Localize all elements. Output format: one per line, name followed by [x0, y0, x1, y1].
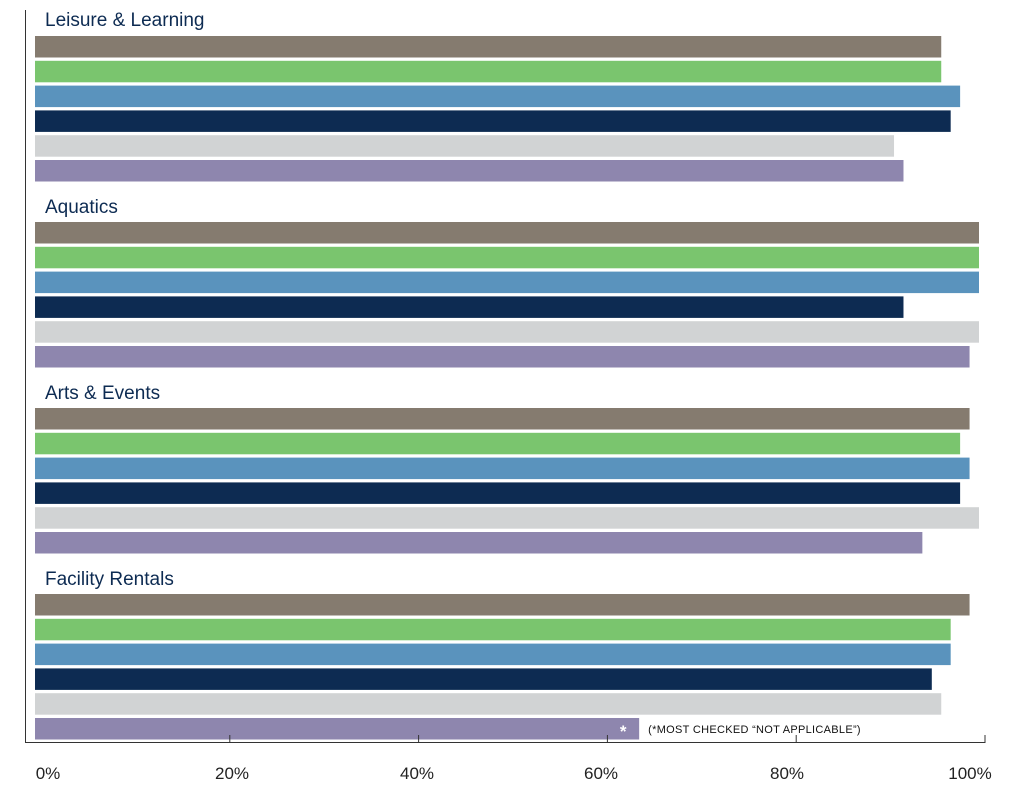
- bar: [35, 296, 904, 318]
- bar: [35, 246, 979, 269]
- bar: [35, 532, 923, 554]
- group-labels-layer: Leisure & Learning Aquatics Arts & Events F…: [45, 10, 205, 590]
- x-tick-label: 20%: [215, 764, 249, 783]
- bar: [35, 135, 895, 157]
- group-label: Leisure & Learning: [45, 10, 205, 31]
- bars-layer: [35, 36, 979, 740]
- bar: [35, 693, 942, 715]
- bar: [35, 85, 961, 108]
- x-tick-label: 60%: [584, 764, 618, 783]
- bar: [35, 507, 979, 529]
- group-label: Arts & Events: [45, 383, 160, 404]
- x-tick-label: 80%: [770, 764, 804, 783]
- annotation-text: (*MOST CHECKED “NOT APPLICABLE”): [648, 724, 861, 736]
- bar: [35, 643, 951, 666]
- bar: [35, 346, 970, 368]
- x-axis: 0% 20% 40% 60% 80% 100%: [25, 10, 992, 783]
- bar: [35, 668, 932, 690]
- annotation-layer: * (*MOST CHECKED “NOT APPLICABLE”): [620, 722, 861, 741]
- x-tick-label: 0%: [36, 764, 61, 783]
- group-label: Aquatics: [45, 197, 118, 218]
- bar: [35, 408, 970, 430]
- bar: [35, 321, 979, 343]
- bar: [35, 457, 970, 480]
- bar: [35, 718, 640, 740]
- bar: [35, 271, 979, 294]
- x-tick-label: 100%: [948, 764, 991, 783]
- x-tick-label: 40%: [400, 764, 434, 783]
- bar: [35, 594, 970, 616]
- bar: [35, 110, 951, 132]
- bar: [35, 482, 961, 504]
- bar: [35, 222, 979, 244]
- bar: [35, 160, 904, 182]
- group-label: Facility Rentals: [45, 569, 174, 590]
- bar: [35, 60, 942, 83]
- bar: [35, 36, 942, 58]
- bar: [35, 618, 951, 641]
- bar: [35, 432, 961, 455]
- annotation-marker: *: [620, 722, 627, 741]
